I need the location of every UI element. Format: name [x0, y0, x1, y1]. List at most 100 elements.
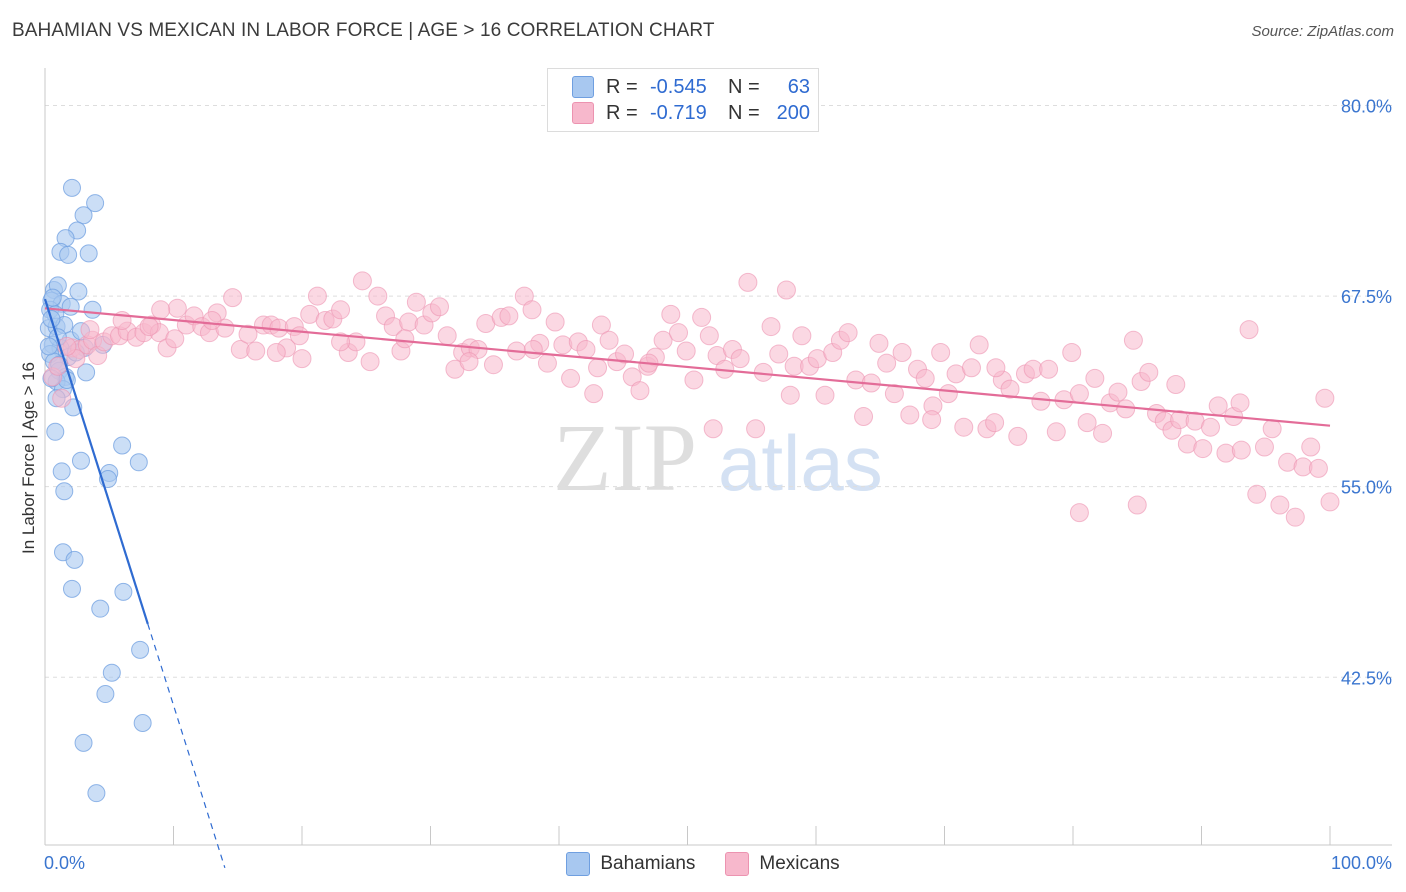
- mexicans-point: [1166, 375, 1186, 395]
- mexicans-point: [331, 300, 351, 320]
- mexicans-point: [266, 343, 286, 363]
- bahamians-trend-line: [43, 298, 149, 625]
- bahamians-point: [129, 453, 148, 472]
- r-value: -0.545: [650, 75, 707, 98]
- y-tick-label: 42.5%: [1341, 668, 1392, 688]
- mexicans-point: [653, 330, 673, 350]
- mexicans-point: [703, 419, 723, 439]
- mexicans-point: [1139, 362, 1159, 382]
- bahamians-point: [86, 194, 105, 213]
- mexicans-point: [1270, 495, 1290, 515]
- r-label: R =: [606, 101, 638, 124]
- mexicans-point: [584, 384, 604, 404]
- bahamians-point: [96, 685, 115, 704]
- n-value: 63: [787, 75, 810, 98]
- mexicans-point: [545, 312, 565, 332]
- mexicans-point: [684, 370, 704, 390]
- bahamians-point: [52, 462, 71, 481]
- bahamians-trend-extension: [147, 623, 226, 869]
- mexicans-points: [43, 271, 1340, 527]
- bahamians-point: [61, 297, 80, 316]
- mexicans-point: [1085, 368, 1105, 388]
- bahamians-point: [79, 244, 98, 263]
- legend-row-bahamians: R = -0.545 N = 63: [572, 75, 810, 99]
- mexicans-point: [1308, 458, 1328, 478]
- mexicans-point: [699, 326, 719, 346]
- mexicans-point: [368, 286, 388, 306]
- r-label: R =: [606, 75, 638, 98]
- mexicans-point: [1230, 393, 1250, 413]
- mexicans-point: [238, 324, 258, 344]
- legend-item-mexicans[interactable]: Mexicans: [725, 852, 840, 876]
- mexicans-point: [1247, 484, 1267, 504]
- mexicans-point: [1008, 426, 1028, 446]
- watermark-atlas: atlas: [718, 419, 883, 507]
- mexicans-point: [399, 312, 419, 332]
- mexicans-trend-line: [44, 307, 1331, 427]
- mexicans-point: [900, 405, 920, 425]
- mexicans-point: [151, 300, 171, 320]
- mexicans-point: [792, 326, 812, 346]
- mexicans-point: [661, 304, 681, 324]
- mexicans-point: [869, 333, 889, 353]
- mexicans-label: Mexicans: [759, 853, 840, 874]
- mexicans-point: [746, 419, 766, 439]
- mexicans-point: [938, 384, 958, 404]
- mexicans-point: [167, 298, 187, 318]
- mexicans-point: [537, 353, 557, 373]
- y-tick-label: 67.5%: [1341, 287, 1392, 307]
- bahamians-point: [55, 482, 74, 501]
- y-axis-label: In Labor Force | Age > 16: [19, 362, 38, 554]
- bahamians-point: [113, 436, 132, 455]
- trend-lines: [43, 298, 1331, 869]
- mexicans-point: [588, 358, 608, 378]
- bahamians-point: [114, 582, 133, 601]
- legend-swatch-blue: [572, 76, 594, 98]
- bahamians-point: [91, 599, 110, 618]
- mexicans-point: [331, 332, 351, 352]
- mexicans-point: [1208, 396, 1228, 416]
- mexicans-point: [553, 335, 573, 355]
- correlation-legend: R = -0.545 N = 63 R = -0.719 N = 200: [547, 68, 819, 132]
- mexicans-point: [954, 417, 974, 437]
- bahamians-point: [62, 178, 81, 197]
- mexicans-point: [499, 306, 519, 326]
- mexicans-point: [437, 326, 457, 346]
- mexicans-point: [406, 292, 426, 312]
- gridlines: [45, 104, 1392, 678]
- mexicans-point: [986, 358, 1006, 378]
- bahamians-point: [71, 451, 90, 470]
- mexicans-point: [307, 286, 327, 306]
- mexicans-point: [846, 370, 866, 390]
- legend-item-bahamians[interactable]: Bahamians: [566, 852, 695, 876]
- mexicans-swatch: [725, 852, 750, 876]
- mexicans-point: [1116, 399, 1136, 419]
- bahamians-point: [133, 714, 152, 733]
- mexicans-point: [1320, 492, 1340, 512]
- mexicans-point: [769, 344, 789, 364]
- mexicans-point: [522, 300, 542, 320]
- bahamians-point: [87, 784, 106, 803]
- mexicans-point: [922, 410, 942, 430]
- n-label: N =: [728, 75, 760, 98]
- watermark-zip: ZIP: [553, 404, 697, 511]
- mexicans-point: [669, 323, 689, 343]
- n-value: 200: [776, 101, 810, 124]
- source-label: Source: ZipAtlas.com: [1251, 23, 1394, 40]
- mexicans-point: [838, 323, 858, 343]
- mexicans-point: [615, 344, 635, 364]
- mexicans-point: [815, 385, 835, 405]
- mexicans-point: [1301, 437, 1321, 457]
- mexicans-point: [1239, 320, 1259, 340]
- bahamians-point: [39, 337, 58, 356]
- mexicans-point: [1069, 384, 1089, 404]
- mexicans-point: [523, 339, 543, 359]
- mexicans-point: [969, 335, 989, 355]
- mexicans-point: [483, 355, 503, 375]
- mexicans-point: [591, 315, 611, 335]
- mexicans-point: [961, 358, 981, 378]
- mexicans-point: [780, 385, 800, 405]
- mexicans-point: [985, 413, 1005, 433]
- mexicans-point: [738, 272, 758, 292]
